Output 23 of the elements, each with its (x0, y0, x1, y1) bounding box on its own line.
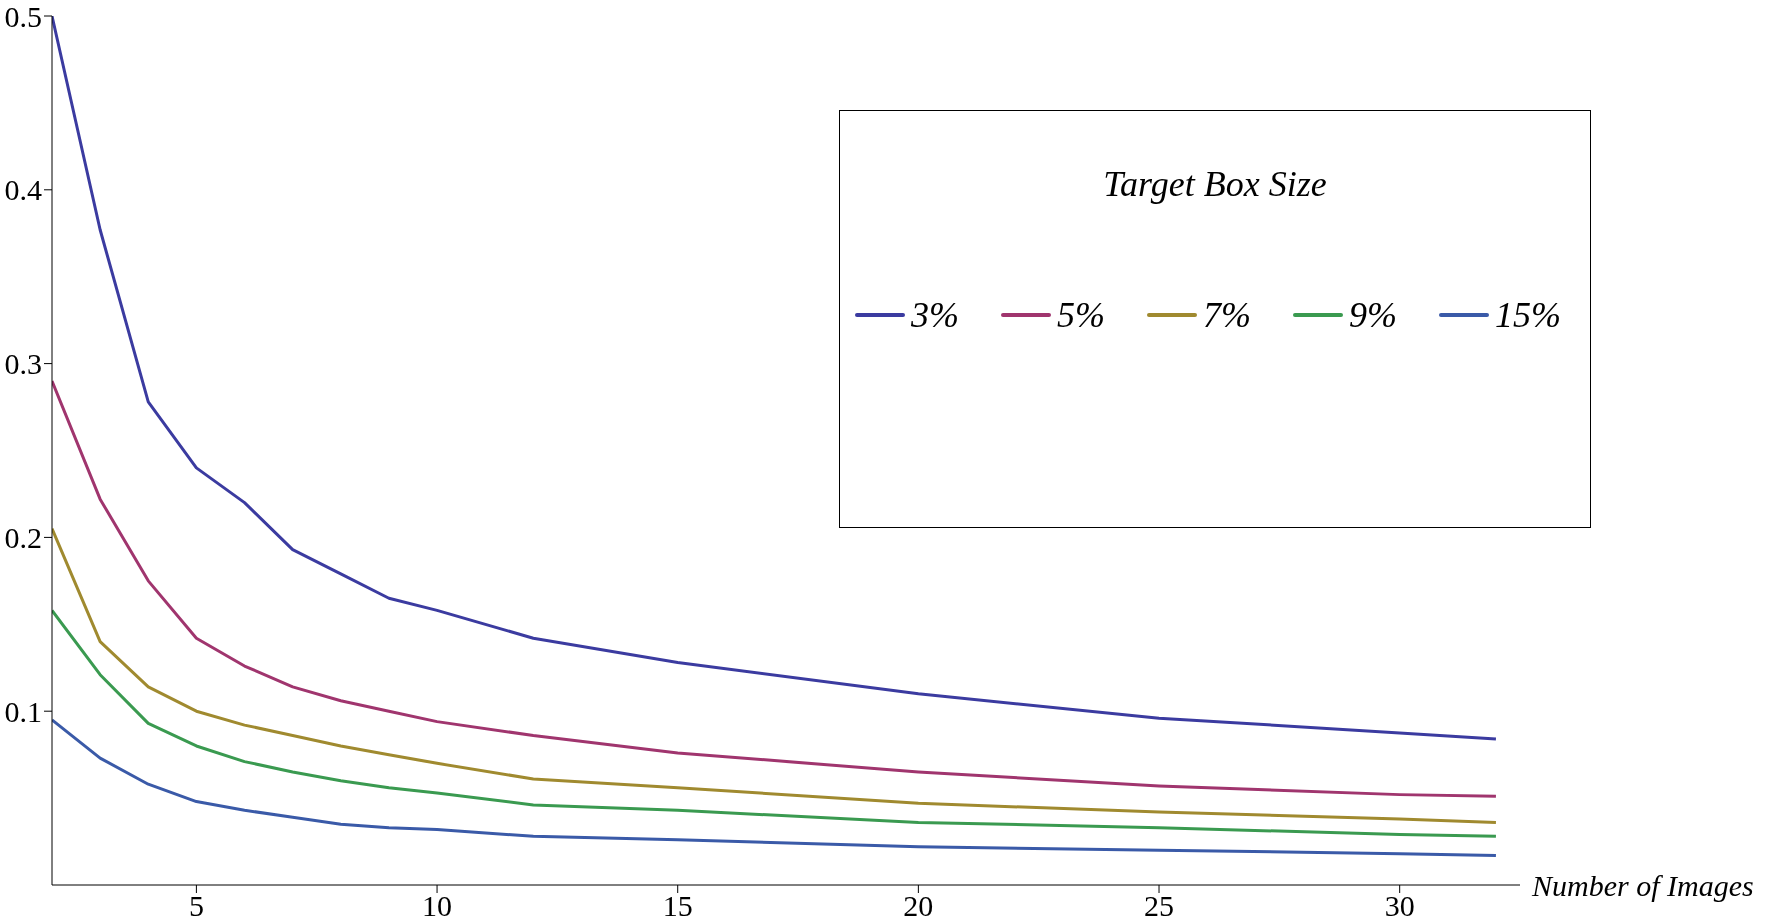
legend-label: 15% (1495, 295, 1561, 335)
x-tick-label: 25 (1144, 889, 1175, 922)
x-tick-label: 15 (662, 889, 693, 922)
line-series (52, 527, 1498, 824)
x-axis-title: Number of Images (1531, 869, 1754, 903)
x-tick-label: 30 (1384, 889, 1415, 922)
line-series (52, 718, 1498, 857)
legend-label: 5% (1057, 295, 1105, 335)
y-tick-label: 0.5 (4, 0, 42, 33)
line-series (52, 608, 1498, 838)
x-tick-label: 5 (188, 889, 204, 922)
y-tick-label: 0.2 (4, 521, 42, 555)
y-tick-label: 0.4 (4, 173, 42, 207)
x-tick-label: 20 (903, 889, 934, 922)
line-series (52, 379, 1498, 798)
legend-label: 3% (911, 295, 959, 335)
legend-title: Target Box Size (1102, 163, 1328, 205)
x-tick-label: 10 (422, 889, 453, 922)
legend-label: 7% (1203, 295, 1251, 335)
line-series (52, 16, 1498, 741)
y-tick-label: 0.1 (4, 694, 42, 728)
y-tick-label: 0.3 (4, 347, 42, 381)
legend-label: 9% (1349, 295, 1397, 335)
